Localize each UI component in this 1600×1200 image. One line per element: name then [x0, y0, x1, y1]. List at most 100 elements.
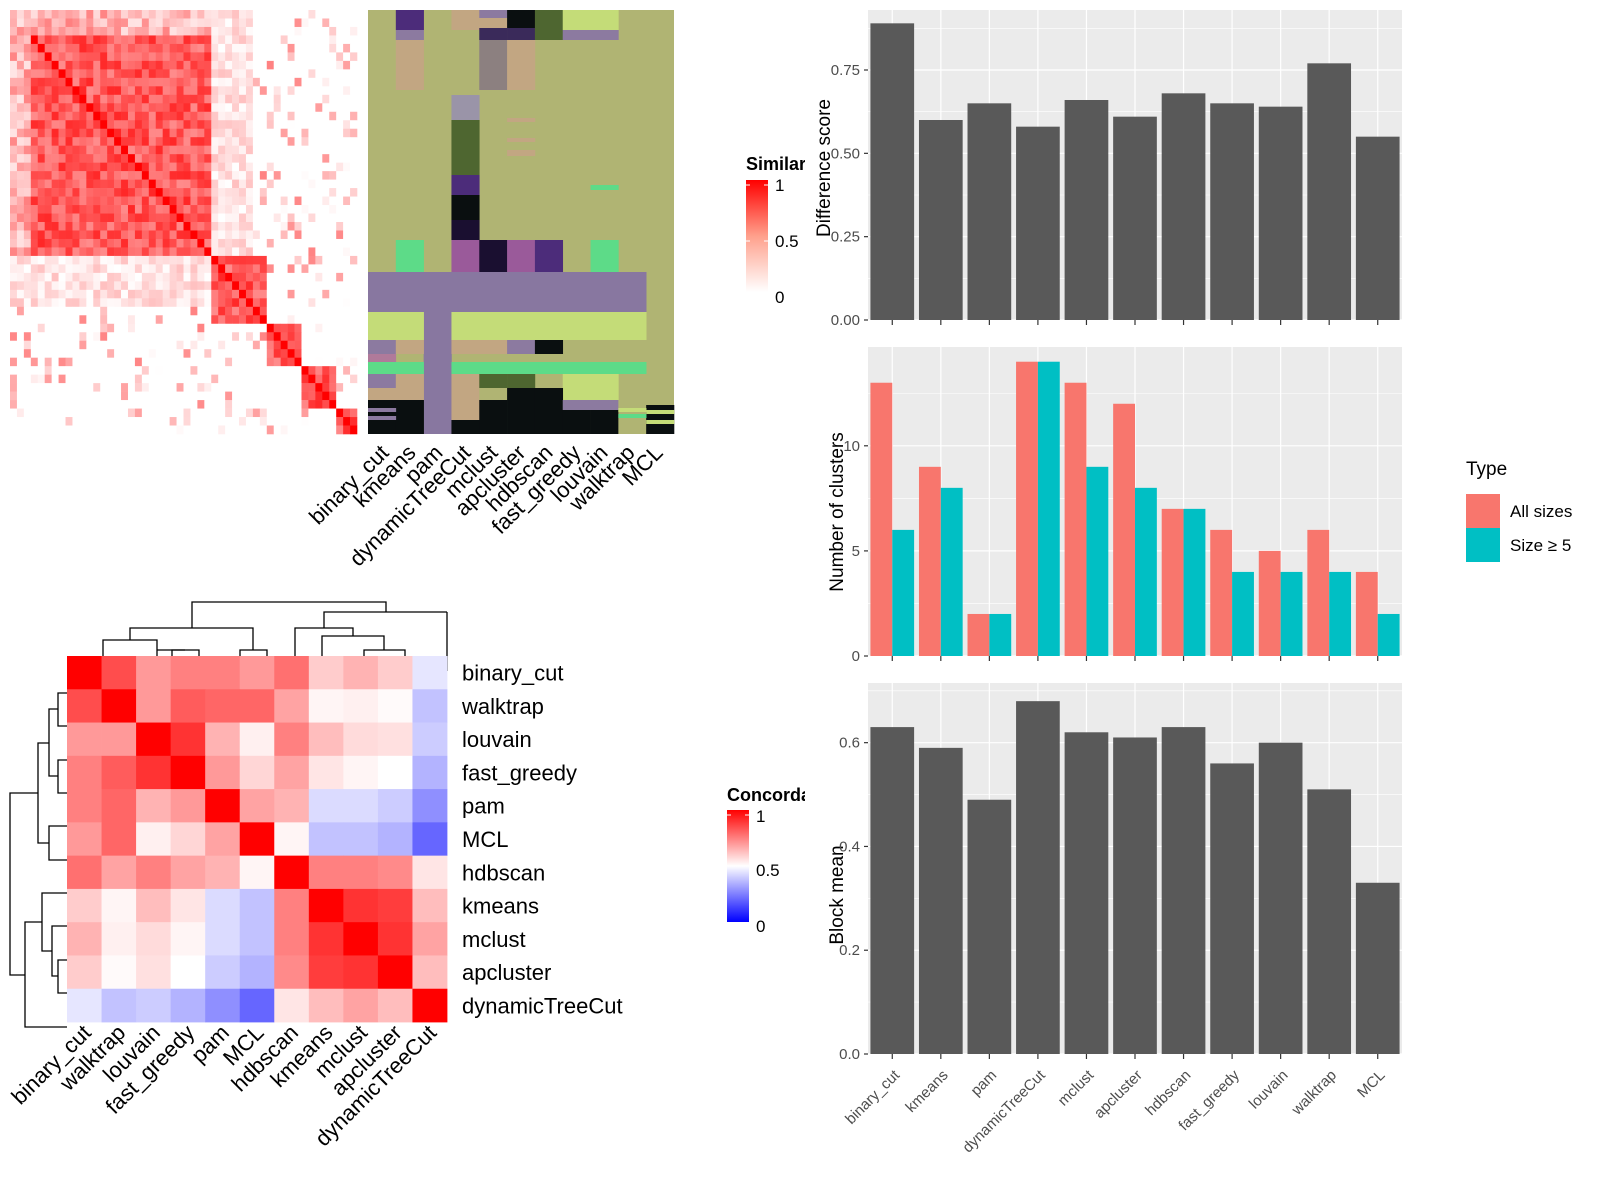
bar-kmeans-all-sizes — [918, 466, 941, 656]
similarity-cell — [336, 400, 344, 409]
similarity-cell — [245, 281, 254, 291]
similarity-cell — [86, 213, 94, 223]
similarity-cell — [287, 408, 295, 418]
similarity-cell — [301, 26, 309, 36]
similarity-cell — [58, 391, 66, 401]
similarity-cell — [72, 264, 80, 274]
similarity-cell — [58, 111, 66, 121]
similarity-cell — [183, 349, 191, 358]
similarity-cell — [155, 128, 163, 138]
concordance-cell — [412, 722, 448, 757]
similarity-cell — [245, 128, 254, 138]
similarity-cell — [197, 417, 205, 426]
similarity-cell — [44, 425, 52, 435]
similarity-cell — [266, 60, 275, 70]
similarity-cell — [322, 230, 330, 240]
similarity-cell — [141, 315, 150, 325]
concordance-row-label: mclust — [462, 927, 526, 952]
similarity-cell — [148, 272, 157, 282]
bar-fast_greedy-all-sizes — [1210, 529, 1233, 656]
similarity-cell — [30, 425, 39, 435]
similarity-cell — [155, 171, 163, 180]
similarity-cell — [148, 196, 157, 206]
concordance-row-label: MCL — [462, 827, 508, 852]
similarity-cell — [336, 35, 344, 45]
similarity-cell — [218, 128, 226, 138]
similarity-cell — [259, 425, 268, 435]
similarity-cell — [176, 391, 184, 401]
similarity-cell — [287, 332, 295, 342]
similarity-cell — [44, 247, 52, 257]
similarity-cell — [294, 383, 302, 392]
similarity-cell — [245, 205, 254, 214]
similarity-cell — [239, 357, 247, 367]
similarity-cell — [79, 103, 87, 113]
similarity-cell — [162, 26, 170, 36]
similarity-cell — [259, 323, 268, 333]
similarity-cell — [266, 247, 275, 257]
similarity-cell — [155, 247, 163, 257]
similarity-cell — [155, 120, 163, 130]
similarity-cell — [176, 205, 184, 214]
similarity-cell — [190, 60, 198, 70]
similarity-cell — [107, 255, 115, 265]
similarity-cell — [121, 222, 129, 231]
similarity-cell — [350, 247, 358, 257]
similarity-cell — [252, 26, 261, 36]
similarity-cell — [190, 340, 198, 350]
similarity-cell — [155, 306, 163, 316]
bar-louvain — [1258, 106, 1303, 320]
similarity-cell — [315, 383, 323, 392]
similarity-cell — [37, 289, 45, 299]
similarity-cell — [141, 60, 150, 70]
similarity-cell — [86, 137, 94, 146]
similarity-cell — [79, 196, 87, 206]
similarity-cell — [176, 222, 184, 231]
similarity-cell — [79, 366, 87, 375]
similarity-cell — [259, 35, 268, 45]
similarity-cell — [127, 120, 136, 130]
similarity-cell — [72, 179, 80, 189]
similarity-cell — [329, 196, 337, 206]
similarity-cell — [10, 272, 18, 282]
similarity-cell — [294, 94, 302, 104]
similarity-cell — [30, 35, 39, 45]
similarity-cell — [16, 171, 25, 180]
similarity-cell — [10, 188, 18, 197]
similarity-cell — [225, 357, 233, 367]
membership-segment — [507, 240, 536, 272]
similarity-cell — [141, 196, 150, 206]
similarity-cell — [169, 154, 177, 163]
concordance-cell — [343, 855, 379, 890]
similarity-cell — [162, 10, 170, 19]
similarity-cell — [183, 298, 191, 308]
similarity-cell — [93, 247, 101, 257]
similarity-cell — [294, 35, 302, 45]
similarity-cell — [141, 247, 150, 257]
concordance-cell — [274, 722, 310, 757]
similarity-cell — [65, 366, 73, 375]
similarity-cell — [58, 281, 66, 291]
similarity-cell — [280, 230, 288, 240]
similarity-cell — [58, 145, 66, 155]
similarity-cell — [148, 222, 157, 231]
membership-segment — [368, 312, 424, 340]
similarity-cell — [308, 425, 316, 435]
similarity-cell — [86, 425, 94, 435]
similarity-cell — [93, 188, 101, 197]
similarity-cell — [58, 289, 66, 299]
similarity-cell — [10, 357, 18, 367]
similarity-cell — [107, 408, 115, 418]
similarity-cell — [86, 111, 94, 121]
similarity-cell — [23, 391, 32, 401]
similarity-cell — [114, 340, 122, 350]
similarity-cell — [252, 222, 261, 231]
concordance-cell — [377, 722, 413, 757]
similarity-cell — [197, 238, 205, 248]
similarity-cell — [266, 289, 275, 299]
similarity-cell — [301, 315, 309, 325]
similarity-cell — [204, 26, 212, 36]
similarity-cell — [176, 383, 184, 392]
similarity-cell — [343, 154, 351, 163]
similarity-cell — [162, 52, 170, 62]
